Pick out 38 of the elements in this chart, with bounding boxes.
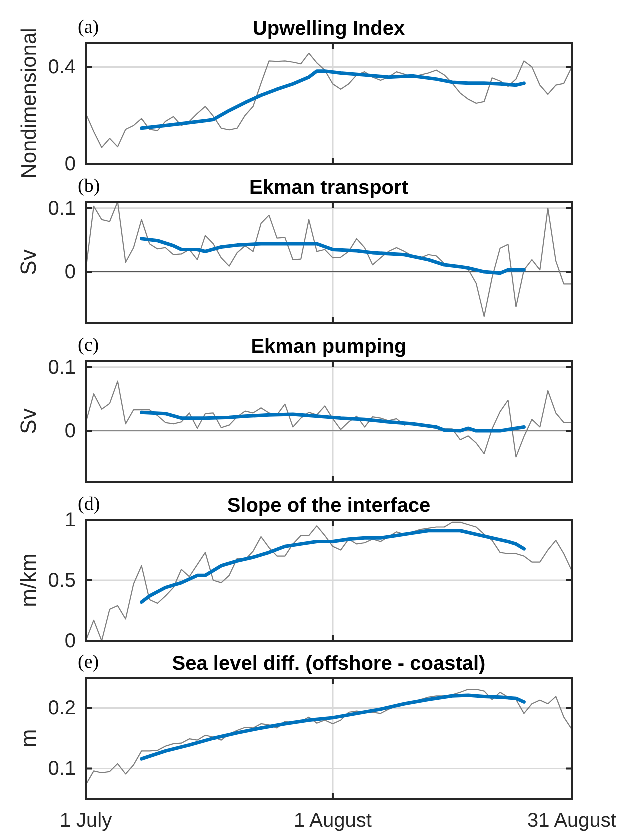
chart-title: Slope of the interface [227, 495, 431, 517]
y-axis-title: Sv [16, 408, 41, 434]
y-tick-label: 0.2 [48, 698, 76, 720]
text: (b) [78, 176, 100, 197]
text: (a) [78, 17, 100, 38]
y-tick-label: 0 [64, 153, 76, 176]
line-series [140, 70, 526, 130]
chart-title: Ekman transport [250, 177, 409, 199]
chart-title: Upwelling Index [252, 18, 406, 40]
y-tick-label: 0.5 [48, 570, 76, 592]
chart-title: Sea level diff. (offshore - coastal) [172, 653, 486, 675]
line-series [85, 380, 573, 458]
line-series [85, 522, 573, 642]
line-series [85, 52, 573, 148]
text: (e) [78, 652, 100, 673]
line-series [85, 201, 573, 318]
y-axis-title: m/km [16, 554, 41, 608]
y-tick-label: 0 [64, 420, 76, 442]
line-series [140, 529, 526, 604]
line-series [140, 237, 526, 276]
y-tick-label: 0.1 [48, 356, 76, 379]
y-axis-title: Sv [16, 250, 41, 276]
y-tick-label: 0.4 [48, 56, 76, 79]
y-tick-label: 0.1 [48, 198, 76, 220]
y-axis-title: Nondimensional [18, 28, 41, 179]
y-tick-label: 0 [64, 630, 76, 652]
text: (d) [78, 494, 100, 515]
chart-title: Ekman pumping [251, 336, 407, 358]
y-tick-label: 0 [64, 261, 76, 284]
y-axis-title: m [16, 729, 41, 748]
y-tick-label: 1 [64, 509, 76, 532]
x-tick-label: 1 August [294, 810, 372, 832]
y-tick-label: 0.1 [48, 758, 76, 780]
line-series [140, 410, 526, 433]
x-tick-label: 1 July [60, 810, 112, 832]
x-tick-label: 31 August [528, 810, 617, 832]
line-series [140, 694, 526, 761]
text: (c) [78, 335, 100, 356]
